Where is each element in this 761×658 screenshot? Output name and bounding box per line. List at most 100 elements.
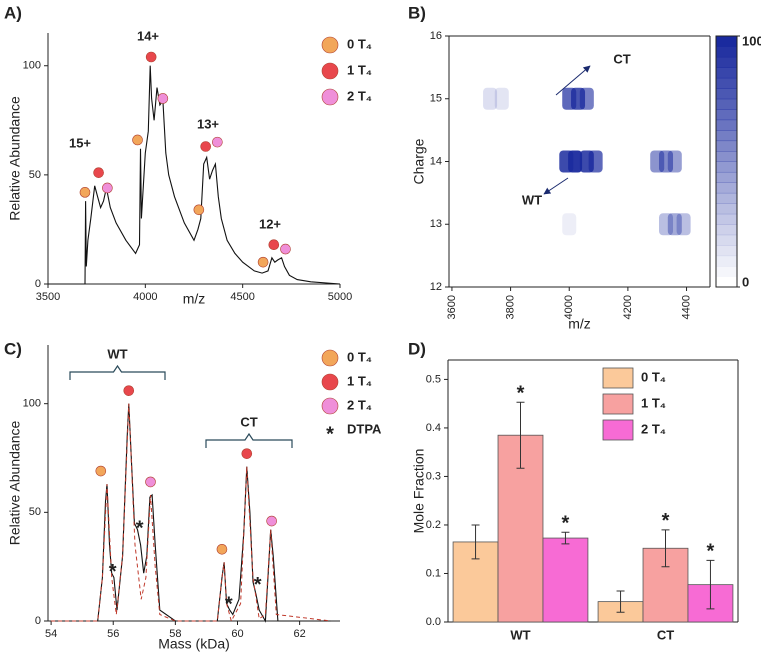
legend-marker [321, 373, 339, 391]
colorbar-step [716, 67, 737, 79]
species-marker [241, 448, 253, 459]
heatmap-cell [579, 87, 594, 110]
bar [542, 537, 589, 623]
panel-label: B) [408, 3, 426, 22]
legend-label: 2 T₄ [641, 421, 666, 436]
species-marker [280, 243, 291, 255]
charge-state-label: 12+ [259, 216, 281, 231]
significance-label: * [562, 513, 570, 535]
x-tick-label: 60 [231, 628, 243, 640]
species-marker [102, 182, 113, 194]
legend-marker [321, 62, 339, 80]
x-tick-label: 3800 [504, 295, 516, 319]
heatmap-cell [667, 213, 682, 236]
legend-swatch [602, 367, 634, 389]
x-tick-label: CT [657, 627, 674, 642]
error-bar [561, 531, 570, 545]
colorbar-step [716, 277, 737, 288]
heatmap-cell [483, 87, 498, 110]
y-tick-label: 14 [430, 155, 442, 167]
legend-label: 0 T₄ [641, 369, 666, 384]
species-marker [157, 93, 169, 104]
x-tick-label: 4200 [622, 295, 634, 319]
bracket-label: WT [107, 346, 127, 361]
legend-label: 2 T₄ [347, 397, 372, 412]
error-bar [661, 529, 670, 568]
colorbar-step [716, 77, 737, 89]
colorbar-step [716, 213, 737, 225]
dtpa-asterisk: * [109, 561, 117, 583]
x-tick-label: 58 [169, 628, 181, 640]
spectrum-line [48, 65, 341, 285]
y-tick-label: 100 [23, 60, 41, 72]
y-tick-label: 13 [430, 218, 442, 230]
legend-marker [321, 397, 339, 415]
legend-marker [321, 349, 339, 367]
charge-state-label: 14+ [137, 28, 159, 43]
legend-label: 1 T₄ [347, 373, 372, 388]
colorbar-step [716, 130, 737, 142]
heatmap-cell [659, 150, 674, 173]
heatmap-cell [667, 150, 682, 173]
x-axis-label: Mass (kDa) [158, 636, 230, 652]
y-axis-label: Mole Fraction [411, 449, 427, 534]
x-tick-label: 4400 [680, 295, 692, 319]
panel-label: A) [4, 3, 22, 22]
significance-label: * [662, 510, 670, 532]
significance-label: * [517, 382, 525, 404]
panel-label: C) [4, 339, 22, 358]
colorbar-step [716, 119, 737, 131]
y-tick-label: 0.3 [426, 470, 441, 482]
colorbar-step [716, 171, 737, 183]
x-axis-label: m/z [568, 316, 591, 332]
spectrum-line [51, 403, 331, 623]
legend-marker [321, 36, 339, 54]
y-axis-label: Relative Abundance [7, 421, 23, 546]
y-axis-label: Charge [411, 138, 427, 184]
colorbar-frame [715, 35, 738, 288]
colorbar-step [716, 161, 737, 173]
legend-swatch [602, 419, 634, 441]
x-tick-label: 4000 [133, 291, 157, 303]
arrow-label: WT [522, 192, 542, 207]
y-tick-label: 0.0 [426, 616, 441, 628]
colorbar-step [716, 182, 737, 194]
bracket [69, 364, 166, 380]
colorbar-step [716, 98, 737, 110]
colorbar-step [716, 36, 737, 47]
y-tick-label: 15 [430, 93, 442, 105]
colorbar-tick-label: 0 [742, 274, 749, 289]
dtpa-asterisk: * [225, 594, 233, 616]
species-marker [145, 51, 157, 63]
species-marker [266, 515, 277, 527]
legend-label: 0 T₄ [347, 36, 372, 51]
colorbar-step [716, 151, 737, 162]
y-tick-label: 50 [29, 506, 41, 518]
dtpa-asterisk: * [254, 574, 262, 596]
error-bar [471, 524, 480, 560]
colorbar-step [716, 266, 737, 278]
species-marker [200, 141, 211, 152]
y-tick-label: 100 [23, 398, 41, 410]
colorbar-tick-label: 100 [742, 33, 761, 48]
x-tick-label: 56 [107, 628, 119, 640]
y-tick-label: 0 [35, 278, 41, 290]
x-tick-label: 62 [293, 628, 305, 640]
species-marker [268, 239, 280, 251]
colorbar-step [716, 46, 737, 58]
arrow-label: CT [613, 51, 630, 66]
bracket [205, 432, 293, 448]
species-marker [145, 476, 156, 488]
y-tick-label: 12 [430, 281, 442, 293]
legend-label: DTPA [347, 421, 382, 436]
y-tick-label: 50 [29, 169, 41, 181]
heatmap-cell [588, 150, 603, 173]
colorbar-step [716, 255, 737, 267]
y-tick-label: 0 [35, 615, 41, 627]
bracket-label: CT [240, 414, 257, 429]
species-marker [132, 134, 143, 146]
colorbar-step [716, 140, 737, 152]
panel-label: D) [408, 339, 426, 358]
y-tick-label: 16 [430, 30, 442, 42]
